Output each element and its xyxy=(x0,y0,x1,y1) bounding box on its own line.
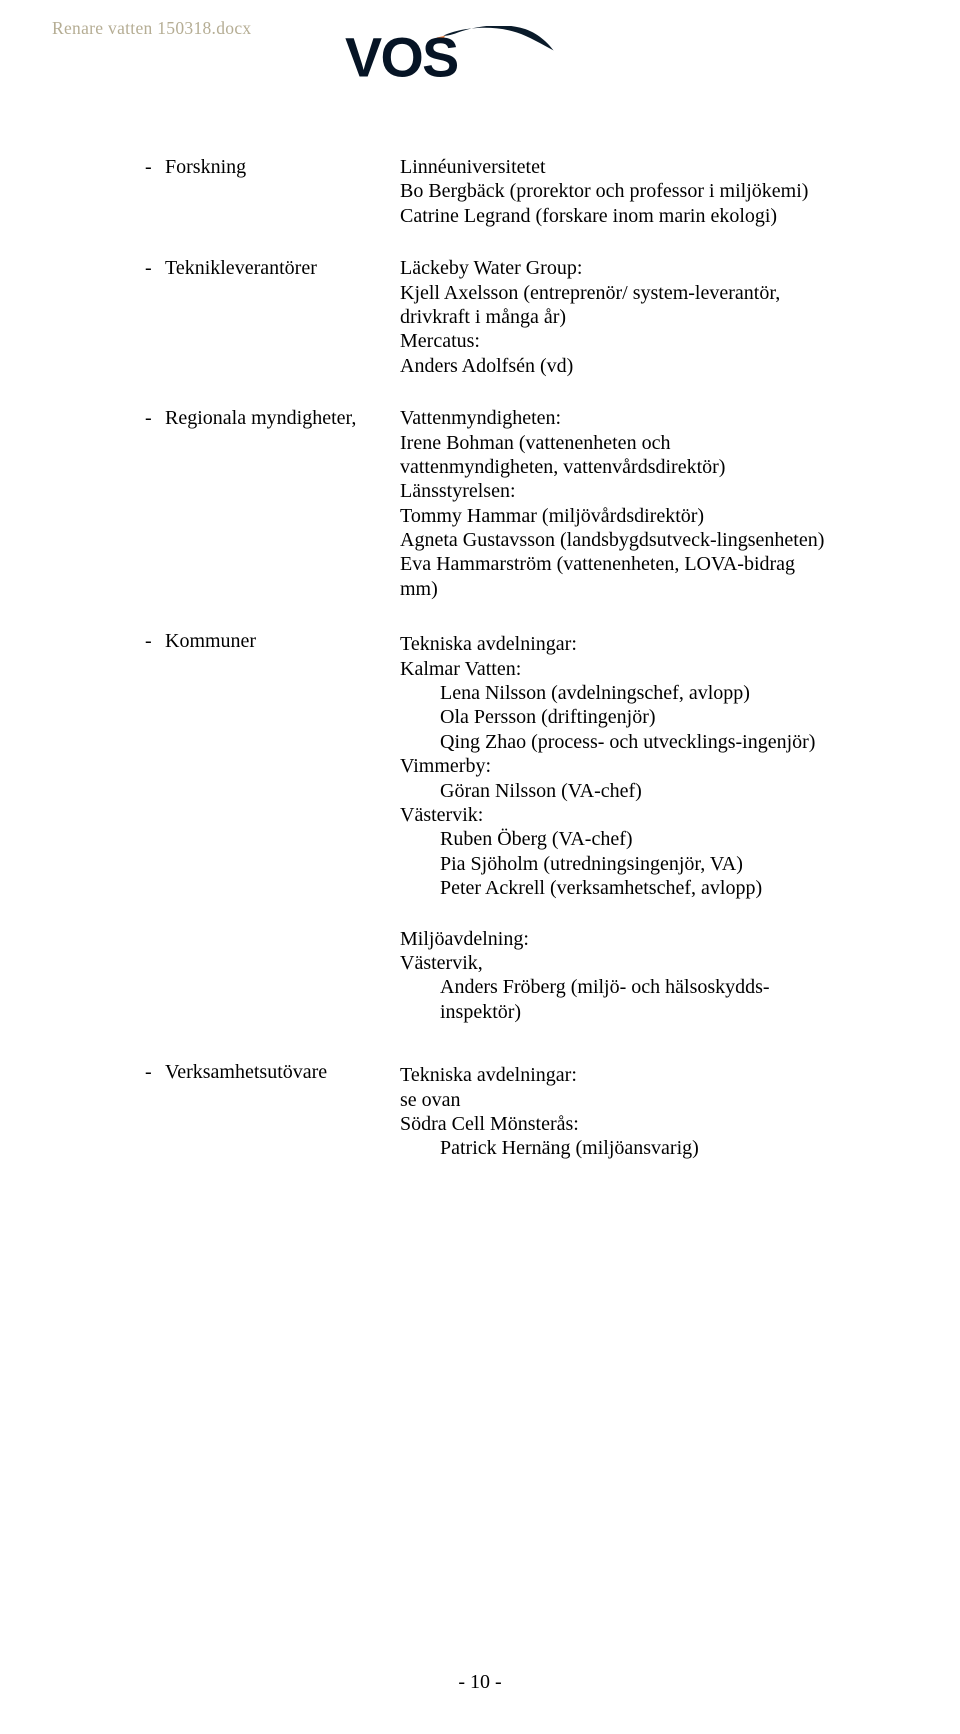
list-item: -Regionala myndigheter,Vattenmyndigheten… xyxy=(145,406,825,601)
item-block: Tekniska avdelningar:se ovanSödra Cell M… xyxy=(400,1063,825,1161)
vos-logo: VOS xyxy=(345,26,615,88)
item-line: Catrine Legrand (forskare inom marin eko… xyxy=(400,204,825,228)
item-line: Linnéuniversitetet xyxy=(400,155,825,179)
group-title: Södra Cell Mönsterås: xyxy=(400,1112,825,1136)
item-label: Kommuner xyxy=(165,629,400,653)
group-line: Peter Ackrell (verksamhetschef, avlopp) xyxy=(400,876,825,900)
group-title: Västervik: xyxy=(400,803,825,827)
group-title: Västervik, xyxy=(400,951,825,975)
item-value: Tekniska avdelningar:Kalmar Vatten:Lena … xyxy=(400,629,825,1024)
list-item: -VerksamhetsutövareTekniska avdelningar:… xyxy=(145,1060,825,1161)
item-line: Agneta Gustavsson (landsbygdsutveck-ling… xyxy=(400,528,825,552)
item-line: Irene Bohman (vattenenheten och vattenmy… xyxy=(400,431,825,480)
block-header: Miljöavdelning: xyxy=(400,927,825,951)
item-line: Vattenmyndigheten: xyxy=(400,406,825,430)
logo-text: VOS xyxy=(345,27,458,84)
page-header: Renare vatten 150318.docx VOS xyxy=(0,18,960,128)
group-line: Lena Nilsson (avdelningschef, avlopp) xyxy=(400,681,825,705)
group-line: Qing Zhao (process- och utvecklings-inge… xyxy=(400,730,825,754)
list-item: -KommunerTekniska avdelningar:Kalmar Vat… xyxy=(145,629,825,1024)
item-line: Länsstyrelsen: xyxy=(400,479,825,503)
bullet: - xyxy=(145,1060,165,1084)
bullet: - xyxy=(145,406,165,430)
item-line: Bo Bergbäck (prorektor och professor i m… xyxy=(400,179,825,203)
list-item: -ForskningLinnéuniversitetetBo Bergbäck … xyxy=(145,155,825,228)
group-line: Ola Persson (driftingenjör) xyxy=(400,705,825,729)
bird-icon xyxy=(443,26,553,51)
group-line: Ruben Öberg (VA-chef) xyxy=(400,827,825,851)
item-block: Tekniska avdelningar:Kalmar Vatten:Lena … xyxy=(400,632,825,900)
item-label: Teknikleverantörer xyxy=(165,256,400,280)
item-label: Regionala myndigheter, xyxy=(165,406,400,430)
item-line: Kjell Axelsson (entreprenör/ system-leve… xyxy=(400,281,825,330)
item-line: Mercatus: xyxy=(400,329,825,353)
bullet: - xyxy=(145,256,165,280)
group-line: Anders Fröberg (miljö- och hälsoskydds-i… xyxy=(400,975,825,1024)
page-number: - 10 - xyxy=(0,1671,960,1694)
item-label: Verksamhetsutövare xyxy=(165,1060,400,1084)
block-header: Tekniska avdelningar: xyxy=(400,632,825,656)
item-value: Tekniska avdelningar:se ovanSödra Cell M… xyxy=(400,1060,825,1161)
item-line: Läckeby Water Group: xyxy=(400,256,825,280)
item-value: LinnéuniversitetetBo Bergbäck (prorektor… xyxy=(400,155,825,228)
item-line: Tommy Hammar (miljövårdsdirektör) xyxy=(400,504,825,528)
group-line: Göran Nilsson (VA-chef) xyxy=(400,779,825,803)
group-title: Vimmerby: xyxy=(400,754,825,778)
bullet: - xyxy=(145,629,165,653)
item-value: Läckeby Water Group:Kjell Axelsson (entr… xyxy=(400,256,825,378)
document-content: -ForskningLinnéuniversitetetBo Bergbäck … xyxy=(145,155,825,1189)
item-line: Eva Hammarström (vattenenheten, LOVA-bid… xyxy=(400,552,825,601)
item-value: Vattenmyndigheten:Irene Bohman (vattenen… xyxy=(400,406,825,601)
group-title: se ovan xyxy=(400,1088,825,1112)
group-title: Kalmar Vatten: xyxy=(400,657,825,681)
item-line: Anders Adolfsén (vd) xyxy=(400,354,825,378)
bullet: - xyxy=(145,155,165,179)
item-block: Miljöavdelning:Västervik,Anders Fröberg … xyxy=(400,927,825,1025)
block-header: Tekniska avdelningar: xyxy=(400,1063,825,1087)
header-filename: Renare vatten 150318.docx xyxy=(52,18,251,39)
group-line: Patrick Hernäng (miljöansvarig) xyxy=(400,1136,825,1160)
list-item: -TeknikleverantörerLäckeby Water Group:K… xyxy=(145,256,825,378)
group-line: Pia Sjöholm (utredningsingenjör, VA) xyxy=(400,852,825,876)
item-label: Forskning xyxy=(165,155,400,179)
